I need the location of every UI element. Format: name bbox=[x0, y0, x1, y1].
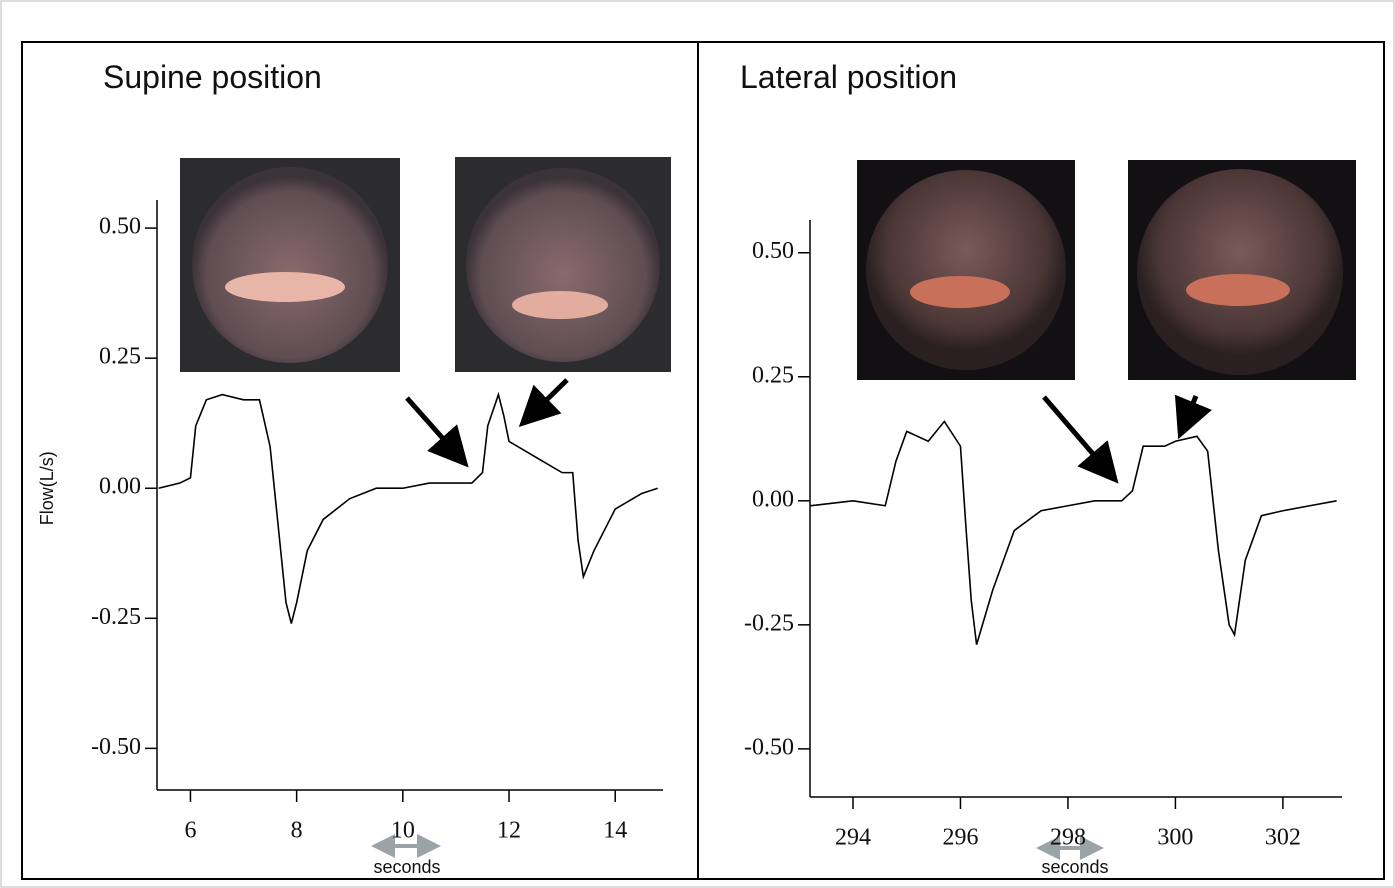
x-tick-label: 294 bbox=[835, 825, 871, 851]
photo bbox=[866, 170, 1066, 370]
arrow bbox=[1042, 395, 1119, 484]
x-tick-label: 300 bbox=[1157, 825, 1193, 851]
arrow bbox=[405, 396, 469, 468]
frame bbox=[21, 41, 1385, 880]
y-tick-label: 0.50 bbox=[99, 214, 141, 240]
y-axis-label: Flow(L/s) bbox=[37, 451, 57, 525]
flow-line bbox=[158, 391, 658, 624]
arrows bbox=[405, 378, 1212, 484]
endoscopy-images bbox=[180, 157, 1356, 380]
x-tick-label: 12 bbox=[497, 818, 521, 844]
y-tick-label: 0.50 bbox=[752, 238, 794, 264]
y-tick-label: 0.00 bbox=[752, 486, 794, 512]
x-tick-label: 6 bbox=[184, 818, 196, 844]
photo bbox=[466, 168, 660, 362]
y-tick-label: 0.00 bbox=[99, 474, 141, 500]
x-tick-label: 296 bbox=[942, 825, 978, 851]
arrow bbox=[518, 378, 569, 427]
y-tick-label: -0.25 bbox=[91, 604, 141, 630]
seconds-arrows bbox=[371, 834, 1104, 860]
y-tick-label: 0.25 bbox=[752, 362, 794, 388]
photo bbox=[910, 276, 1010, 308]
arrow bbox=[1174, 394, 1212, 440]
x-tick-label: 298 bbox=[1050, 825, 1086, 851]
photo bbox=[225, 272, 345, 302]
photo bbox=[192, 167, 388, 363]
photo bbox=[512, 291, 608, 319]
x-tick-label: 14 bbox=[603, 818, 627, 844]
y-tick-label: -0.25 bbox=[744, 610, 794, 636]
flow-line bbox=[809, 420, 1337, 645]
x-axis-label: seconds bbox=[1041, 857, 1108, 877]
x-tick-label: 8 bbox=[291, 818, 303, 844]
y-tick-label: -0.50 bbox=[744, 734, 794, 760]
photo bbox=[1137, 169, 1343, 375]
panel-title: Supine position bbox=[103, 59, 322, 95]
y-tick-label: -0.50 bbox=[91, 734, 141, 760]
x-axis-label: seconds bbox=[373, 857, 440, 877]
x-tick-label: 10 bbox=[391, 818, 415, 844]
y-tick-label: 0.25 bbox=[99, 344, 141, 370]
photo bbox=[1186, 274, 1290, 306]
panel-title: Lateral position bbox=[740, 59, 957, 95]
x-tick-label: 302 bbox=[1265, 825, 1301, 851]
